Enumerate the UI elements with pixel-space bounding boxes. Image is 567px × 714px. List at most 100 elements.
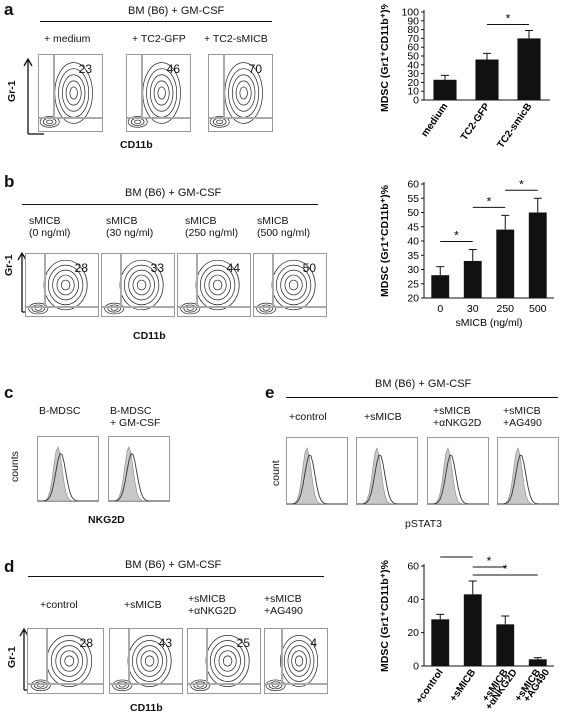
panel-c-y-label: counts xyxy=(9,451,21,482)
y-tick-label: 40 xyxy=(407,594,419,606)
contour-line xyxy=(280,269,307,301)
y-tick-label: 30 xyxy=(407,68,419,80)
panel-b-condition: sMICB (500 ng/ml) xyxy=(257,215,311,239)
contour-line xyxy=(291,650,307,672)
sample-trace xyxy=(357,454,417,504)
y-axis-label: MDSC (Gr1⁺CD11b⁺)% xyxy=(379,559,391,672)
contour-line xyxy=(28,302,49,315)
panel-b-label: b xyxy=(4,172,15,191)
panel-a-flow-plot-medium: 23 xyxy=(38,54,103,132)
panel-b-condition: sMICB (0 ng/ml) xyxy=(29,215,71,239)
significance-star: * xyxy=(519,177,524,191)
y-tick-label: 90 xyxy=(407,15,419,27)
panel-a-percentage: 46 xyxy=(166,62,180,76)
contour-line xyxy=(119,259,164,311)
isotype-fill xyxy=(498,447,558,504)
contour-line xyxy=(180,302,201,315)
x-tick-label: 250 xyxy=(496,303,514,315)
bar xyxy=(463,260,482,298)
contour-density xyxy=(112,635,172,692)
panel-a-condition: + TC2-GFP xyxy=(132,33,186,45)
contour-line xyxy=(287,645,311,677)
contour-line xyxy=(288,279,299,291)
panel-d-x-label: CD11b xyxy=(130,702,163,714)
panel-d-percentage: 43 xyxy=(158,636,172,650)
contour-density xyxy=(127,62,181,128)
contour-line xyxy=(231,74,256,112)
contour-line xyxy=(130,117,145,126)
contour-density xyxy=(265,635,319,692)
x-axis-label: sMICB (ng/ml) xyxy=(455,317,522,329)
panel-d-percentage: 4 xyxy=(310,636,317,650)
contour-line xyxy=(42,117,57,126)
bar xyxy=(475,59,499,100)
contour-line xyxy=(212,117,227,126)
x-tick-label: 500 xyxy=(529,303,547,315)
bar xyxy=(528,659,547,666)
y-tick-label: 35 xyxy=(407,250,419,262)
x-tick-label: medium xyxy=(419,101,450,139)
panel-d-header: BM (B6) + GM-CSF xyxy=(125,559,222,571)
panel-e-x-label: pSTAT3 xyxy=(405,518,442,530)
significance-star: * xyxy=(454,554,459,558)
contour-line xyxy=(136,645,163,677)
contour-line xyxy=(55,645,84,677)
contour-line xyxy=(140,650,159,672)
contour-line xyxy=(212,279,223,291)
contour-line xyxy=(61,74,86,112)
panel-a-header: BM (B6) + GM-CSF xyxy=(128,5,225,17)
contour-line xyxy=(39,116,60,128)
sample-trace xyxy=(428,454,488,504)
contour-line xyxy=(112,679,133,692)
bar xyxy=(496,229,515,298)
y-tick-label: 50 xyxy=(407,51,419,63)
y-tick-label: 20 xyxy=(407,293,419,305)
panel-d-condition: +sMICB +αNKG2D xyxy=(188,593,237,617)
contour-line xyxy=(136,279,147,291)
contour-line xyxy=(107,304,121,313)
contour-line xyxy=(208,274,227,296)
bar xyxy=(496,624,515,666)
contour-line xyxy=(128,269,155,301)
contour-line xyxy=(31,304,45,313)
contour-line xyxy=(284,274,303,296)
panel-b-percentage: 33 xyxy=(150,261,164,275)
panel-d-condition: +sMICB +AG490 xyxy=(264,593,303,617)
contour-line xyxy=(131,640,168,682)
y-tick-label: 45 xyxy=(407,221,419,233)
contour-line xyxy=(33,681,48,690)
y-tick-label: 70 xyxy=(407,33,419,45)
panel-d-flow-plot-control: 28 xyxy=(27,628,104,694)
panel-b-header: BM (B6) + GM-CSF xyxy=(125,187,222,199)
contour-density xyxy=(190,635,250,692)
contour-line xyxy=(190,679,211,692)
contour-line xyxy=(60,279,71,291)
panel-b-percentage: 44 xyxy=(226,261,240,275)
contour-line xyxy=(69,86,78,100)
significance-star: * xyxy=(503,562,508,576)
panel-e-condition: +control xyxy=(289,411,327,423)
panel-d-label: d xyxy=(4,557,15,576)
bar xyxy=(517,38,541,100)
panel-c-x-label: NKG2D xyxy=(88,514,125,526)
y-tick-label: 50 xyxy=(407,207,419,219)
y-axis-label: MDSC (Gr1⁺CD11b⁺)% xyxy=(379,4,391,112)
contour-line xyxy=(209,116,230,128)
sample-trace xyxy=(287,454,347,504)
panel-e-condition: +sMICB +AG490 xyxy=(503,405,542,429)
contour-line xyxy=(283,640,315,682)
panel-c-condition: B-MDSC xyxy=(39,405,81,417)
panel-b-condition: sMICB (30 ng/ml) xyxy=(106,215,154,239)
histogram-trace xyxy=(357,447,417,504)
histogram-trace xyxy=(38,445,98,501)
contour-line xyxy=(214,645,241,677)
panel-b-condition: sMICB (250 ng/ml) xyxy=(185,215,239,239)
contour-line xyxy=(222,655,233,667)
panel-a-axis-arrows xyxy=(23,57,44,135)
y-tick-label: 80 xyxy=(407,24,419,36)
contour-line xyxy=(280,635,319,687)
x-tick-label: +control xyxy=(414,667,446,706)
y-tick-label: 0 xyxy=(413,95,419,107)
histogram-trace xyxy=(287,447,347,504)
